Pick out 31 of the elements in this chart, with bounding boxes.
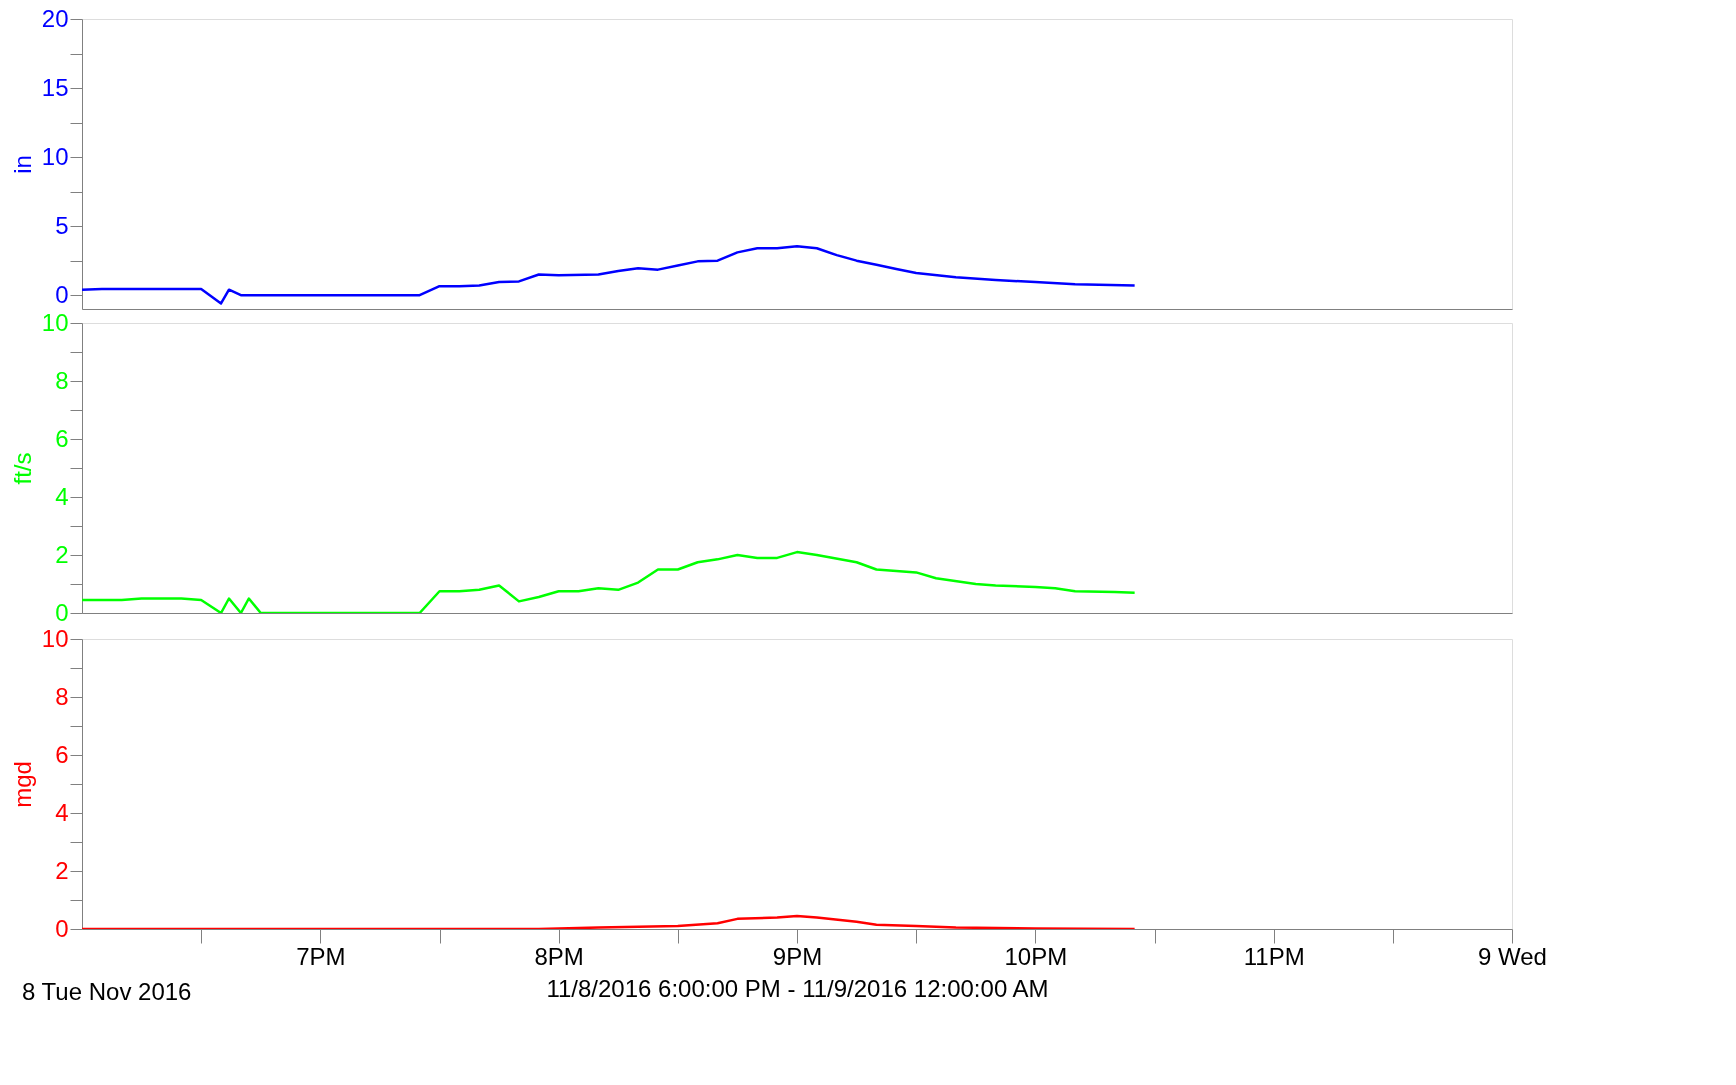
y-tick-label: 8	[55, 682, 69, 710]
line-series	[82, 244, 1136, 305]
y-tick-label: 0	[55, 914, 69, 942]
x-tick-label: 9 Wed	[1478, 942, 1547, 970]
y-tick-label: 0	[55, 280, 69, 308]
y-tick-label: 15	[41, 73, 69, 101]
text: 8 Tue Nov 2016	[22, 978, 192, 1005]
x-tick-label: 8PM	[534, 942, 584, 970]
y-tick-label: 20	[41, 4, 69, 32]
line-series	[82, 550, 1136, 613]
y-tick-label: 4	[55, 798, 69, 826]
x-tick-label: 11PM	[1243, 942, 1305, 970]
x-axis-title: 11/8/2016 6:00:00 PM - 11/9/2016 12:00:00 AM	[546, 974, 1049, 1002]
y-tick-label: 2	[55, 540, 69, 568]
y-tick-label: 6	[55, 740, 69, 768]
y-tick-label: 0	[55, 598, 69, 626]
y-tick-label: 10	[41, 624, 69, 652]
y-tick-label: 4	[55, 482, 69, 510]
line-series	[82, 914, 1136, 929]
y-tick-label: 2	[55, 856, 69, 884]
y-axis-title: in	[8, 155, 36, 174]
y-axis-title: ft/s	[8, 452, 36, 485]
y-tick-label: 5	[55, 211, 69, 239]
x-tick-label: 9PM	[772, 942, 823, 970]
y-tick-label: 6	[55, 424, 69, 452]
y-tick-label: 10	[41, 142, 69, 170]
y-tick-label: 10	[41, 308, 69, 336]
y-tick-label: 8	[55, 366, 69, 394]
x-tick-label: 10PM	[1004, 942, 1068, 970]
x-tick-label: 7PM	[296, 942, 346, 970]
y-axis-title: mgd	[8, 761, 36, 808]
